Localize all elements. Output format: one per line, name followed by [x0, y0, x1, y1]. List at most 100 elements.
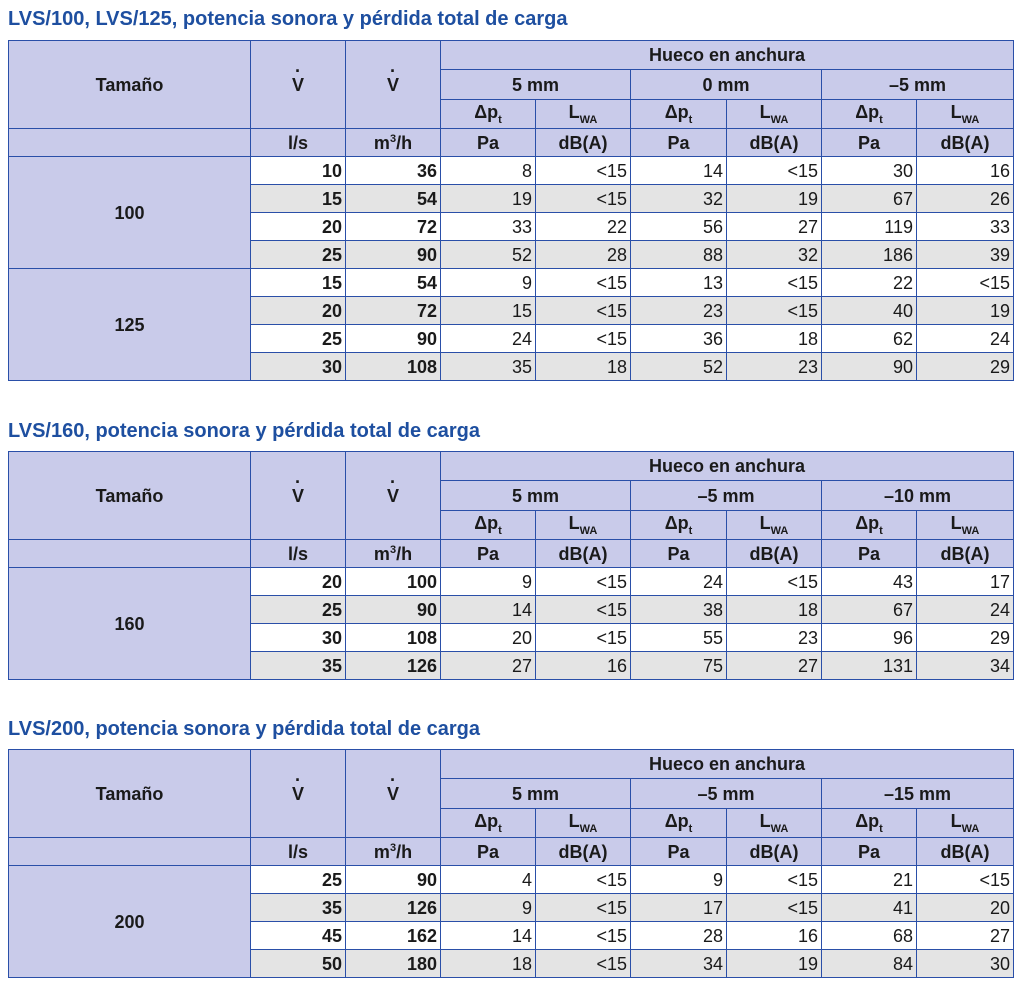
unit-pa: Pa	[630, 128, 727, 157]
flow-ls-cell: 15	[250, 268, 346, 297]
gap-value-header: 5 mm	[440, 69, 631, 100]
sound-power-cell: <15	[726, 296, 822, 325]
unit-pa: Pa	[821, 128, 917, 157]
unit-m3h-rest: /h	[396, 132, 413, 153]
unit-pa: Pa	[440, 539, 536, 568]
flow-rate-symbol: V	[292, 785, 304, 803]
unit-m3h-exponent: 3	[389, 132, 397, 145]
sound-power-subscript: WA	[770, 822, 789, 835]
unit-m3h-rest: /h	[396, 543, 413, 564]
sound-power-cell: <15	[535, 324, 631, 353]
sound-power-header: LWA	[726, 808, 822, 838]
sound-power-header: LWA	[535, 510, 631, 540]
sound-power-cell: <15	[535, 893, 631, 922]
flow-m3h-cell: 90	[345, 595, 441, 624]
sound-power-cell: <15	[535, 921, 631, 950]
pressure-loss-cell: 28	[630, 921, 727, 950]
sound-power-symbol: L	[759, 810, 771, 831]
units-row: l/s m3/h Pa dB(A) Pa dB(A) Pa dB(A)	[8, 837, 1015, 866]
sound-power-cell: <15	[535, 949, 631, 978]
sound-power-cell: 34	[915, 651, 1015, 680]
pressure-loss-cell: 18	[440, 949, 536, 978]
unit-dba-label: dB(A)	[940, 132, 990, 153]
flow-m3h-cell: 90	[345, 324, 441, 353]
flow-ls-cell: 20	[250, 212, 346, 241]
unit-dba-label: dB(A)	[558, 841, 608, 862]
gap-value-label: –10 mm	[883, 485, 952, 506]
unit-m3h-exponent: 3	[389, 841, 397, 854]
sound-power-header: LWA	[915, 808, 1015, 838]
pressure-loss-cell: 32	[630, 184, 727, 213]
pressure-loss-cell: 40	[821, 296, 917, 325]
pressure-loss-cell: 34	[630, 949, 727, 978]
sound-power-symbol: L	[568, 512, 580, 533]
pressure-loss-symbol: Δp	[855, 512, 880, 533]
sound-power-cell: <15	[535, 865, 631, 894]
gap-value-label: –5 mm	[697, 485, 755, 506]
table-row: 45 162 14 <15 28 16 68 27	[9, 921, 1015, 950]
unit-pa-label: Pa	[857, 543, 881, 564]
sound-power-cell: <15	[535, 268, 631, 297]
unit-dba: dB(A)	[726, 539, 822, 568]
gap-value-label: –15 mm	[883, 783, 952, 804]
flow-m3h-cell: 72	[345, 296, 441, 325]
pressure-loss-cell: 33	[440, 212, 536, 241]
unit-m3h-rest: /h	[396, 841, 413, 862]
pressure-loss-cell: 36	[630, 324, 727, 353]
pressure-loss-cell: 15	[440, 296, 536, 325]
unit-m3h-base: m	[373, 841, 390, 862]
pressure-loss-symbol: Δp	[664, 101, 689, 122]
sound-power-cell: 29	[915, 352, 1015, 381]
pressure-loss-cell: 67	[821, 595, 917, 624]
unit-pa-label: Pa	[476, 132, 500, 153]
pressure-loss-header: Δpt	[630, 808, 727, 838]
sound-power-cell: <15	[726, 567, 822, 596]
pressure-loss-symbol: Δp	[855, 810, 880, 831]
sound-power-header: LWA	[535, 808, 631, 838]
sound-power-cell: 19	[915, 296, 1015, 325]
pressure-loss-cell: 24	[630, 567, 727, 596]
pressure-loss-header: Δpt	[821, 808, 917, 838]
pressure-loss-cell: 14	[630, 156, 727, 185]
gap-header-label: Hueco en anchura	[648, 456, 806, 476]
sound-power-cell: <15	[915, 865, 1015, 894]
flow-m3h-cell: 90	[345, 240, 441, 269]
table-row: 30 108 35 18 52 23 90 29	[9, 352, 1015, 381]
sound-power-cell: 16	[535, 651, 631, 680]
unit-pa-label: Pa	[476, 543, 500, 564]
size-header: Tamaño	[8, 451, 251, 540]
sound-power-cell: <15	[726, 156, 822, 185]
sound-power-cell: 19	[726, 949, 822, 978]
sound-power-subscript: WA	[961, 524, 980, 537]
sound-power-cell: 30	[915, 949, 1015, 978]
gap-value-label: –5 mm	[697, 783, 755, 804]
flow-m3h-cell: 108	[345, 623, 441, 652]
unit-ls: l/s	[250, 837, 346, 866]
unit-dba: dB(A)	[915, 128, 1015, 157]
pressure-loss-cell: 131	[821, 651, 917, 680]
flow-rate-header: V	[345, 749, 441, 838]
gap-value-label: 5 mm	[511, 783, 560, 804]
unit-ls-label: l/s	[287, 543, 308, 564]
sound-power-cell: 18	[535, 352, 631, 381]
gap-header: Hueco en anchura	[439, 40, 1015, 70]
size-cell: 200	[8, 865, 251, 978]
sound-power-cell: 29	[915, 623, 1015, 652]
pressure-loss-header: Δpt	[440, 510, 536, 540]
sound-power-cell: <15	[535, 184, 631, 213]
sound-power-cell: 23	[726, 352, 822, 381]
flow-ls-cell: 25	[250, 865, 346, 894]
pressure-loss-cell: 96	[821, 623, 917, 652]
size-header-label: Tamaño	[95, 485, 164, 506]
unit-ls-label: l/s	[287, 841, 308, 862]
sound-power-cell: 28	[535, 240, 631, 269]
pressure-loss-cell: 75	[630, 651, 727, 680]
unit-pa-label: Pa	[857, 841, 881, 862]
unit-dba: dB(A)	[535, 539, 631, 568]
sound-power-symbol: L	[950, 810, 962, 831]
unit-dba-label: dB(A)	[940, 543, 990, 564]
flow-rate-symbol: V	[387, 76, 399, 94]
pressure-loss-cell: 23	[630, 296, 727, 325]
flow-rate-header: V	[345, 40, 441, 129]
gap-value-label: –5 mm	[888, 74, 947, 95]
